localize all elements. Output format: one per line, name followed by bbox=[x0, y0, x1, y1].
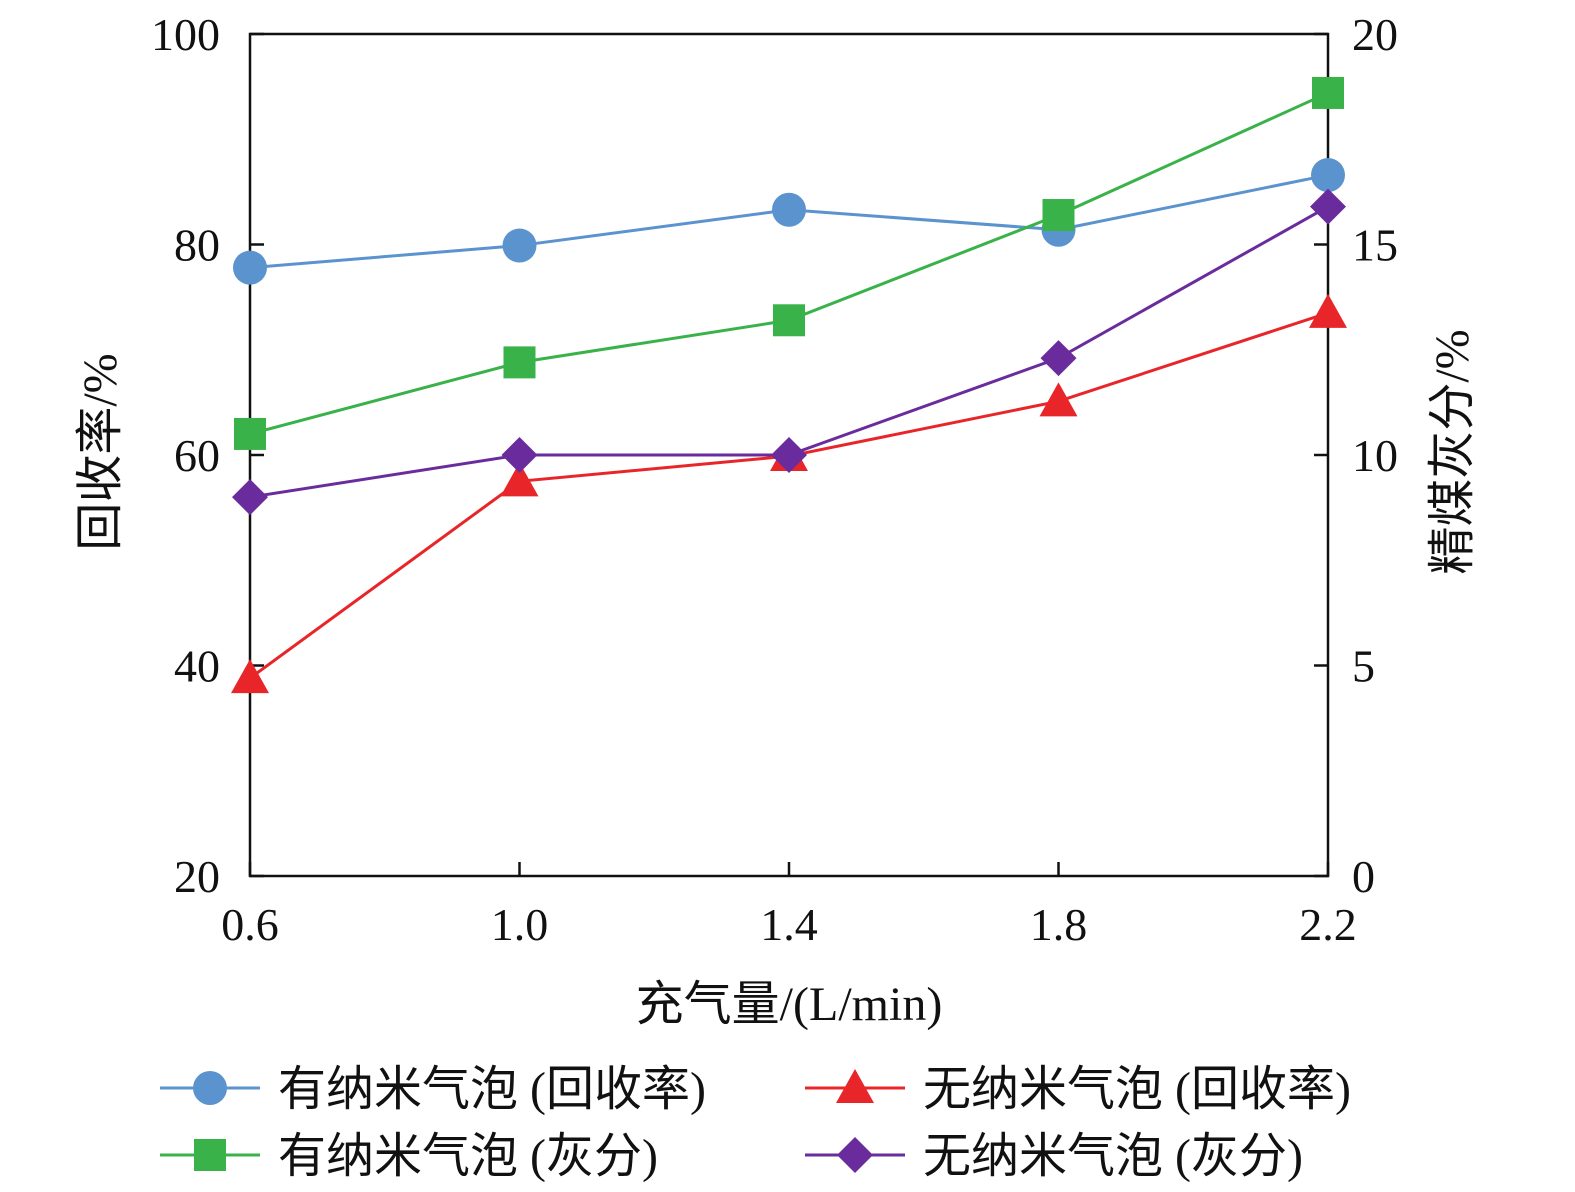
data-point bbox=[1312, 76, 1344, 109]
data-point bbox=[1040, 340, 1077, 377]
legend-label: 有纳米气泡 (回收率) bbox=[278, 1063, 706, 1116]
data-point bbox=[233, 250, 267, 285]
series-line bbox=[249, 311, 1329, 680]
legend-marker bbox=[837, 1137, 873, 1173]
data-point bbox=[500, 462, 539, 497]
series-3 bbox=[232, 188, 1346, 516]
data-point bbox=[501, 437, 538, 473]
data-point bbox=[773, 304, 805, 337]
series-2 bbox=[234, 76, 1344, 450]
y-axis-right-title: 精煤灰分/% bbox=[1426, 329, 1479, 574]
y-left-tick-label: 60 bbox=[174, 430, 220, 481]
y-right-tick-label: 5 bbox=[1352, 641, 1375, 692]
x-tick-label: 0.6 bbox=[221, 899, 279, 950]
data-point bbox=[503, 346, 536, 379]
y-right-tick-label: 15 bbox=[1352, 220, 1398, 271]
x-tick-label: 2.2 bbox=[1299, 899, 1357, 950]
legend-item: 有纳米气泡 (灰分) bbox=[160, 1130, 658, 1183]
legend-label: 无纳米气泡 (灰分) bbox=[923, 1130, 1303, 1183]
data-point bbox=[1042, 199, 1075, 232]
series-line bbox=[249, 91, 1329, 436]
legend-marker bbox=[836, 1069, 874, 1103]
data-point bbox=[1039, 382, 1078, 417]
data-point bbox=[771, 437, 807, 473]
legend: 有纳米气泡 (回收率) 无纳米气泡 (回收率) 有纳米气泡 (灰分) 无纳米气泡 (灰… bbox=[160, 1063, 1351, 1183]
x-tick-label: 1.8 bbox=[1030, 899, 1088, 950]
legend-marker bbox=[193, 1071, 227, 1105]
x-tick-label: 1.0 bbox=[491, 899, 549, 950]
y-left-tick-label: 20 bbox=[174, 851, 220, 902]
y-right-tick-label: 0 bbox=[1352, 851, 1375, 902]
legend-item: 无纳米气泡 (回收率) bbox=[805, 1063, 1351, 1116]
y-right-tick-label: 20 bbox=[1352, 9, 1398, 60]
legend-marker bbox=[194, 1139, 226, 1171]
series-0 bbox=[233, 158, 1345, 285]
x-tick-label: 1.4 bbox=[760, 899, 818, 950]
y-left-tick-label: 80 bbox=[174, 220, 220, 271]
series-layer bbox=[231, 76, 1347, 694]
data-point bbox=[772, 192, 806, 227]
legend-item: 无纳米气泡 (灰分) bbox=[805, 1130, 1303, 1183]
data-point bbox=[232, 479, 268, 516]
y-right-tick-label: 10 bbox=[1352, 430, 1398, 481]
data-point bbox=[234, 417, 266, 450]
data-point bbox=[231, 659, 269, 694]
legend-label: 有纳米气泡 (灰分) bbox=[278, 1130, 658, 1183]
y-left-tick-label: 40 bbox=[174, 641, 220, 692]
data-point bbox=[502, 228, 537, 263]
series-1 bbox=[231, 293, 1347, 694]
data-point bbox=[1309, 293, 1347, 328]
x-axis-title: 充气量/(L/min) bbox=[636, 978, 943, 1031]
data-point bbox=[1311, 158, 1345, 193]
y-left-tick-label: 100 bbox=[151, 9, 220, 60]
legend-item: 有纳米气泡 (回收率) bbox=[160, 1063, 706, 1116]
data-point bbox=[1310, 188, 1346, 225]
legend-label: 无纳米气泡 (回收率) bbox=[923, 1063, 1351, 1116]
y-axis-left-title: 回收率/% bbox=[74, 353, 127, 550]
